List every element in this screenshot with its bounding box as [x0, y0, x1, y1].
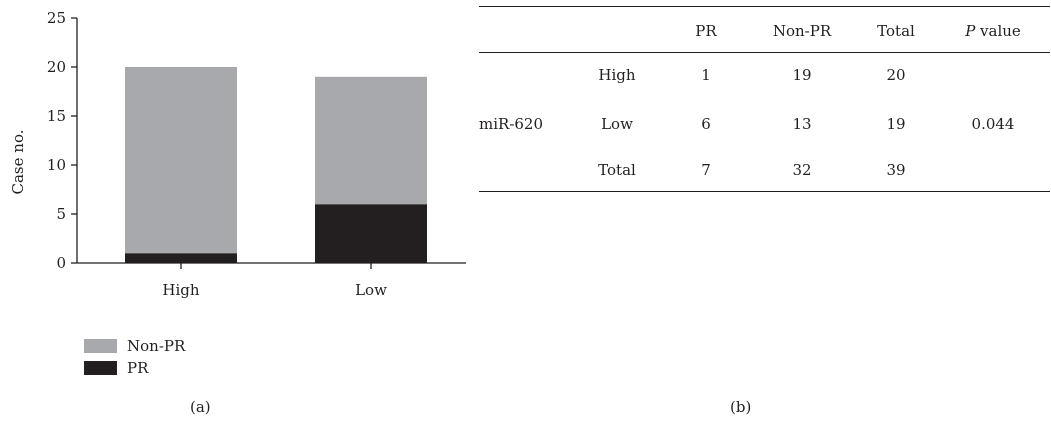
table-top-rule: [479, 6, 1050, 7]
bar-nonpr-high: [125, 67, 237, 254]
y-tick-label: 15: [47, 107, 66, 125]
y-tick-label: 0: [56, 254, 66, 272]
bars: [125, 67, 427, 263]
table-bottom-rule: [479, 191, 1050, 192]
bar-pr-low: [315, 204, 427, 263]
header-pvalue: P value: [965, 22, 1021, 40]
legend: Non-PR PR: [84, 337, 186, 377]
x-axis: High Low: [77, 262, 466, 299]
row-high-total: 20: [886, 66, 906, 84]
row-high-pr: 1: [701, 66, 711, 84]
y-axis: 0 5 10 15 20 25: [47, 9, 78, 272]
legend-label-nonpr: Non-PR: [127, 337, 186, 355]
row-low-label: Low: [601, 115, 633, 133]
header-nonpr: Non-PR: [772, 22, 832, 40]
table-header-rule: [479, 52, 1050, 53]
legend-swatch-pr: [84, 361, 117, 375]
y-tick-label: 5: [56, 205, 66, 223]
row-total-total: 39: [886, 161, 906, 179]
y-tick-label: 10: [47, 156, 66, 174]
row-high-label: High: [598, 66, 636, 84]
legend-label-pr: PR: [127, 359, 149, 377]
header-pvalue-rest: value: [975, 22, 1021, 40]
x-tick-label-high: High: [162, 281, 199, 299]
row-total-label: Total: [598, 161, 636, 179]
legend-swatch-nonpr: [84, 339, 117, 353]
y-tick-label: 25: [47, 9, 66, 27]
y-tick-label: 20: [47, 58, 66, 76]
header-pr: PR: [695, 22, 717, 40]
x-tick-label-low: Low: [355, 281, 387, 299]
panel-label-a: (a): [190, 398, 211, 416]
row-low-pr: 6: [701, 115, 711, 133]
bar-nonpr-low: [315, 76, 427, 205]
row-low-total: 19: [886, 115, 906, 133]
row-total-nonpr: 32: [792, 161, 812, 179]
y-axis-title: Case no.: [9, 130, 27, 195]
group-label: miR-620: [479, 115, 544, 133]
bar-pr-high: [125, 253, 237, 263]
header-pvalue-p: P: [965, 22, 976, 40]
panel-label-b: (b): [730, 398, 752, 416]
header-total: Total: [877, 22, 915, 40]
row-low-nonpr: 13: [792, 115, 812, 133]
row-high-nonpr: 19: [792, 66, 812, 84]
p-value: 0.044: [971, 115, 1015, 133]
stacked-bar-chart: 0 5 10 15 20 25 High Low Case no. Non-PR PR: [9, 9, 466, 377]
row-total-pr: 7: [701, 161, 711, 179]
